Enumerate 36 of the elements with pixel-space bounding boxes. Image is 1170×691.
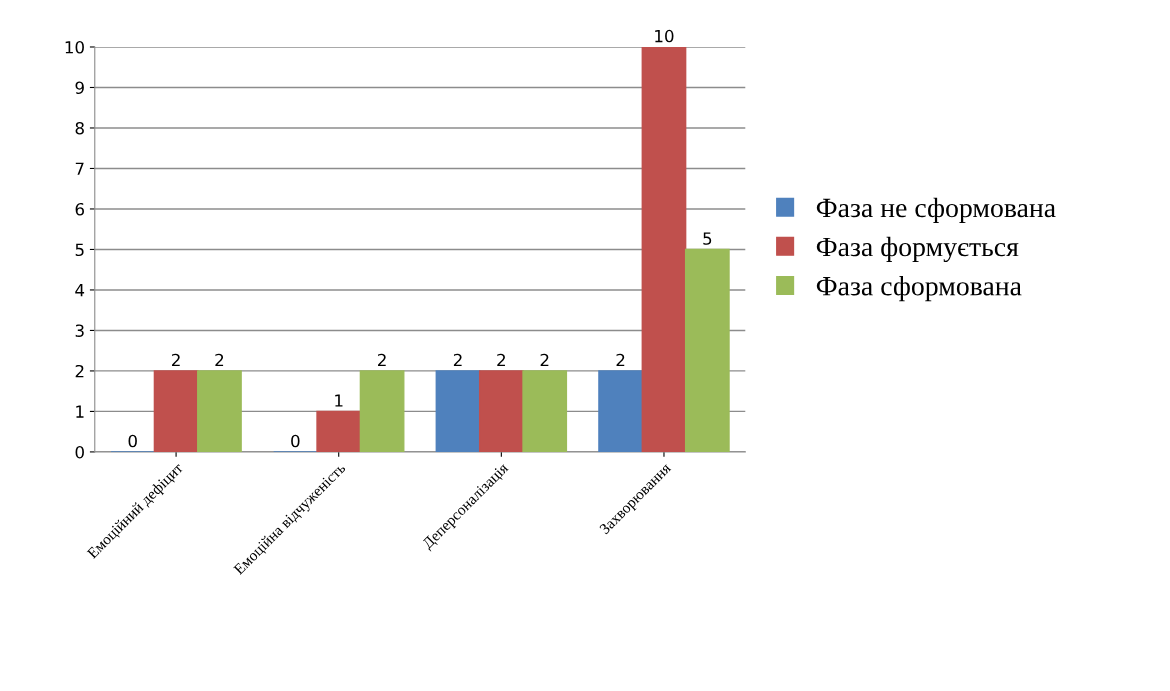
bar — [316, 410, 362, 452]
data-label: 5 — [703, 232, 712, 245]
bar — [478, 370, 524, 452]
bar — [684, 248, 730, 452]
legend-label: Фаза сформована — [816, 275, 1022, 302]
data-label: 1 — [335, 394, 343, 407]
bar — [641, 46, 687, 452]
bar — [359, 370, 405, 452]
bar — [598, 370, 643, 452]
data-label: 2 — [540, 353, 549, 367]
data-label: 2 — [172, 353, 180, 367]
y-tick-label: 5 — [75, 243, 84, 257]
y-tick-label: 6 — [75, 202, 84, 216]
data-label: 2 — [497, 353, 505, 367]
data-label: 10 — [655, 29, 674, 43]
y-tick-label: 10 — [65, 40, 84, 54]
y-tick-label: 9 — [75, 81, 84, 95]
y-tick-label: 1 — [76, 405, 84, 418]
legend-label: Фаза формується — [816, 236, 1019, 263]
y-tick-label: 3 — [75, 324, 84, 338]
data-label: 0 — [291, 434, 300, 448]
data-label: 0 — [128, 434, 137, 448]
y-tick-label: 7 — [75, 162, 84, 175]
legend-label: Фаза не сформована — [816, 197, 1056, 223]
data-label: 2 — [453, 353, 462, 367]
y-tick-label: 2 — [75, 364, 84, 378]
bar — [197, 370, 242, 452]
y-tick-label: 4 — [75, 284, 85, 297]
bar — [153, 370, 199, 452]
bar — [435, 370, 481, 452]
y-tick-label: 0 — [75, 445, 84, 459]
data-label: 2 — [616, 353, 625, 367]
y-tick-label: 8 — [75, 121, 84, 135]
data-label: 2 — [378, 353, 386, 367]
data-label: 2 — [215, 353, 224, 367]
bar — [522, 370, 568, 452]
